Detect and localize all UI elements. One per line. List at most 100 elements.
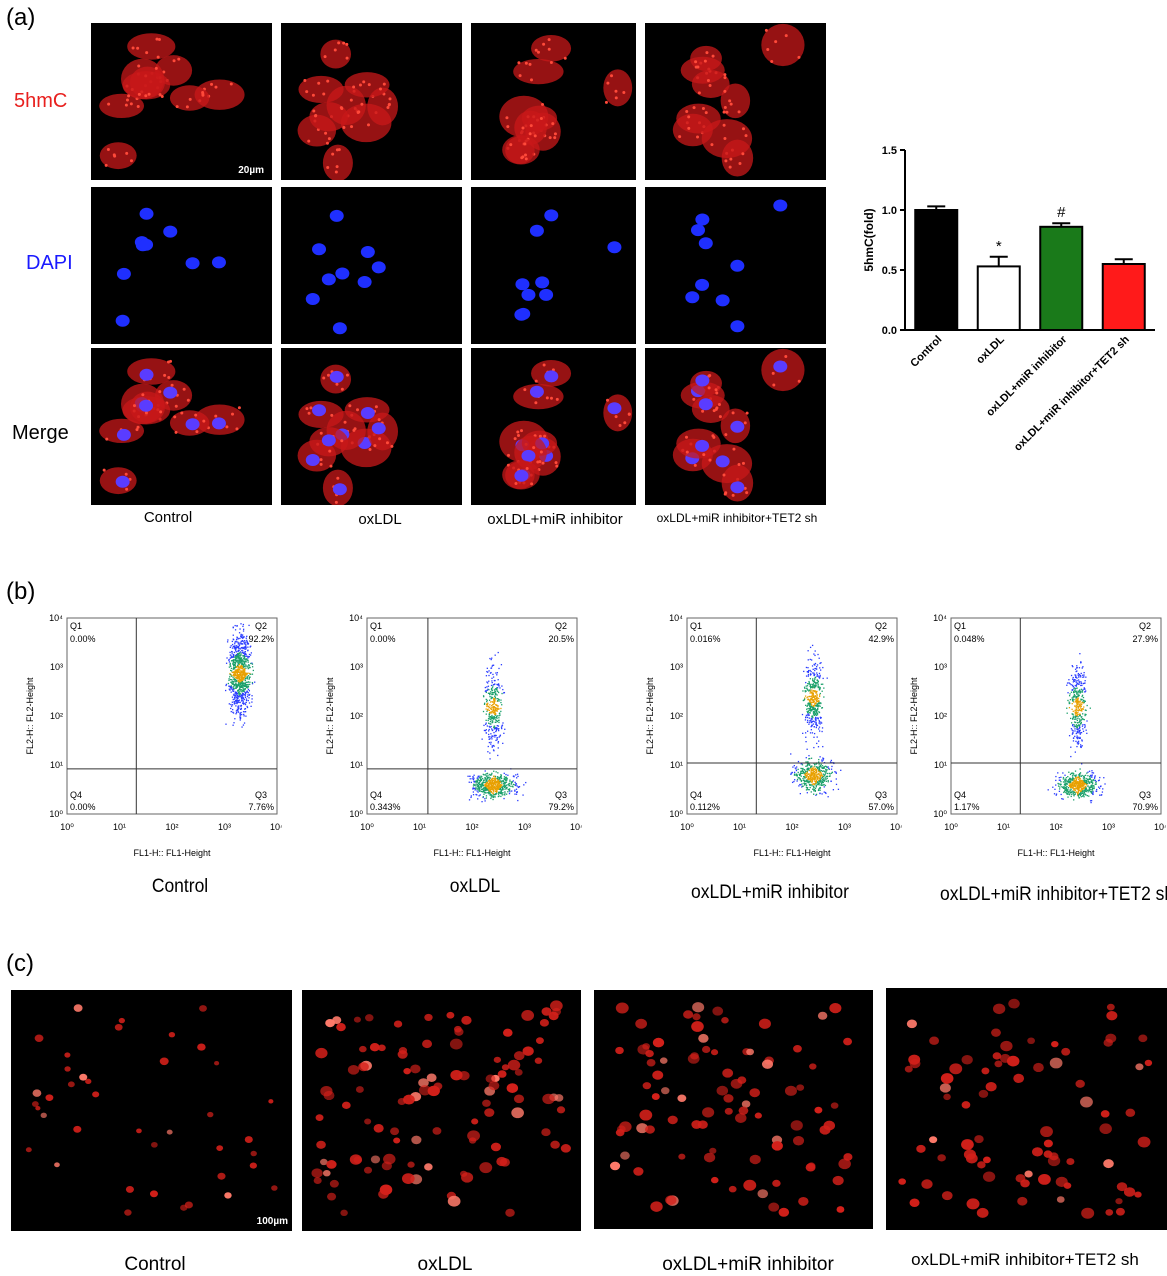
quadrant-label: Q1 (954, 621, 966, 631)
quadrant-value: 42.9% (868, 634, 894, 644)
x-axis-label: FL1-H:: FL1-Height (753, 848, 831, 858)
x-axis-label: FL1-H:: FL1-Height (1017, 848, 1095, 858)
significance-mark: * (996, 238, 1002, 255)
x-tick-label: oxLDL+miR inhibitor+TET2 sh (1012, 333, 1132, 453)
y-tick-label: 10³ (50, 662, 63, 672)
y-tick-label: 10³ (670, 662, 683, 672)
y-axis-label: FL2-H:: FL2-Height (325, 677, 335, 755)
y-tick-label: 1.5 (882, 145, 897, 157)
quadrant-label: Q1 (370, 621, 382, 631)
x-tick-label: 10⁰ (360, 822, 374, 832)
quadrant-label: Q2 (875, 621, 887, 631)
y-tick-label: 10¹ (670, 760, 683, 770)
quadrant-label: Q3 (1139, 790, 1151, 800)
y-tick-label: 10² (670, 711, 683, 721)
x-tick-label: 10⁴ (890, 822, 902, 832)
y-tick-label: 10⁰ (349, 809, 363, 819)
col-label-oxldl: oxLDL (358, 511, 402, 528)
y-axis-label: 5hmC(fold) (862, 208, 876, 271)
quadrant-value: 0.00% (370, 634, 396, 644)
micrograph-merge-2 (281, 348, 462, 505)
x-tick-label: 10³ (518, 822, 531, 832)
y-axis-label: FL2-H:: FL2-Height (909, 677, 919, 755)
x-tick-label: 10³ (838, 822, 851, 832)
x-tick-label: 10¹ (997, 822, 1010, 832)
quadrant-label: Q2 (555, 621, 567, 631)
x-tick-label: 10² (465, 822, 478, 832)
y-tick-label: 10² (50, 711, 63, 721)
quadrant-value: 1.17% (954, 802, 980, 812)
quadrant-label: Q1 (690, 621, 702, 631)
y-tick-label: 10² (934, 711, 947, 721)
y-tick-label: 10¹ (350, 760, 363, 770)
x-tick-label: 10³ (218, 822, 231, 832)
quadrant-value: 0.048% (954, 634, 985, 644)
scale-bar-label: 100µm (256, 1216, 288, 1227)
x-tick-label: 10¹ (113, 822, 126, 832)
c-caption-control: Control (124, 1254, 186, 1275)
quadrant-label: Q2 (255, 621, 267, 631)
micrograph-dapi-4 (645, 187, 826, 344)
c-caption-oxldl: oxLDL (417, 1254, 473, 1275)
quadrant-value: 57.0% (868, 802, 894, 812)
flow-caption-oxldl: oxLDL (449, 876, 501, 897)
flow-plot-1: Q1 0.00% Q2 92.2% Q4 0.00% Q3 7.76% 10⁰ 10⁰ 10¹ 10¹… (25, 613, 282, 858)
tunel-image-3 (594, 990, 873, 1229)
flow-caption-tet2-sh: oxLDL+miR inhibitor+TET2 sh (940, 884, 1167, 905)
quadrant-value: 0.00% (70, 802, 96, 812)
x-tick-label: 10² (1049, 822, 1062, 832)
col-label-miR-inhibitor: oxLDL+miR inhibitor (487, 511, 623, 528)
col-label-tet2-sh: oxLDL+miR inhibitor+TET2 sh (656, 511, 818, 525)
quadrant-value: 70.9% (1132, 802, 1158, 812)
plot-frame (366, 617, 578, 815)
y-tick-label: 10³ (934, 662, 947, 672)
y-tick-label: 10⁴ (49, 613, 63, 623)
y-tick-label: 10³ (350, 662, 363, 672)
significance-mark: # (1057, 204, 1066, 221)
micrograph-5hmc-1: 20µm (91, 23, 272, 180)
flow-caption-control: Control (151, 876, 209, 897)
quadrant-value: 20.5% (548, 634, 574, 644)
tunel-image-4 (886, 988, 1167, 1230)
quadrant-label: Q4 (70, 790, 82, 800)
y-tick-label: 10⁴ (669, 613, 683, 623)
y-tick-label: 10¹ (934, 760, 947, 770)
flow-caption-miR-inhibitor: oxLDL+miR inhibitor (691, 882, 849, 903)
quadrant-value: 27.9% (1132, 634, 1158, 644)
quadrant-label: Q4 (954, 790, 966, 800)
y-tick-label: 10⁴ (933, 613, 947, 623)
micrograph-5hmc-2 (281, 23, 462, 180)
y-tick-label: 0.5 (882, 265, 897, 277)
flow-plot-2: Q1 0.00% Q2 20.5% Q4 0.343% Q3 79.2% 10⁰ 10⁰ 10¹ 10… (325, 613, 582, 858)
y-axis-label: FL2-H:: FL2-Height (25, 677, 35, 755)
x-tick-label: 10⁰ (944, 822, 958, 832)
flow-plot-4: Q1 0.048% Q2 27.9% Q4 1.17% Q3 70.9% 10⁰ 10⁰ 10¹ 10… (909, 613, 1166, 858)
x-axis-label: FL1-H:: FL1-Height (133, 848, 211, 858)
plot-frame (950, 617, 1162, 815)
quadrant-label: Q4 (690, 790, 702, 800)
quadrant-label: Q3 (555, 790, 567, 800)
flow-plot-3: Q1 0.016% Q2 42.9% Q4 0.112% Q3 57.0% 10⁰ 10⁰ 10¹ 1… (645, 613, 902, 858)
panel-a-letter: (a) (6, 4, 36, 31)
quadrant-value: 0.112% (690, 802, 720, 812)
micrograph-dapi-3 (471, 187, 636, 344)
y-tick-label: 10⁰ (933, 809, 947, 819)
y-axis-label: FL2-H:: FL2-Height (645, 677, 655, 755)
y-tick-label: 10⁰ (669, 809, 683, 819)
panel-c-letter: (c) (6, 950, 34, 977)
quadrant-value: 92.2% (248, 634, 274, 644)
quadrant-value: 7.76% (248, 802, 274, 812)
bar-3 (1039, 225, 1084, 331)
x-tick-label: 10⁴ (570, 822, 582, 832)
x-tick-label: 10⁰ (680, 822, 694, 832)
x-tick-label: 10¹ (413, 822, 426, 832)
quadrant-value: 0.00% (70, 634, 96, 644)
c-caption-tet2-sh: oxLDL+miR inhibitor+TET2 sh (911, 1250, 1139, 1269)
quadrant-label: Q3 (875, 790, 887, 800)
micrograph-5hmc-3 (471, 23, 636, 180)
quadrant-label: Q2 (1139, 621, 1151, 631)
bar-1 (914, 209, 959, 331)
x-tick-label: 10² (165, 822, 178, 832)
x-tick-label: 10¹ (733, 822, 746, 832)
quadrant-label: Q3 (255, 790, 267, 800)
